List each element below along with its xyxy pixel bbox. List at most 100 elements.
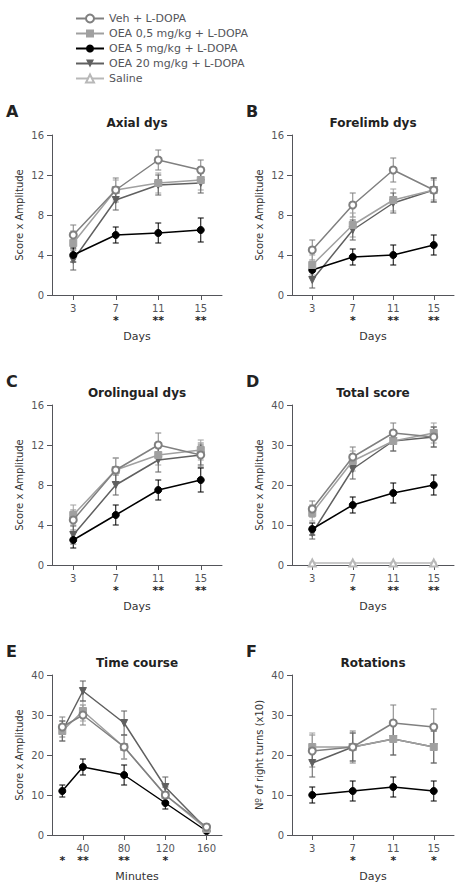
svg-text:7: 7: [350, 303, 356, 314]
svg-text:7: 7: [350, 843, 356, 854]
svg-text:*: *: [113, 584, 119, 597]
svg-text:F: F: [246, 642, 257, 661]
svg-text:Orolingual dys: Orolingual dys: [88, 386, 186, 400]
svg-text:40: 40: [271, 670, 284, 681]
svg-text:*: *: [350, 584, 356, 597]
svg-text:Minutes: Minutes: [115, 870, 159, 883]
svg-text:10: 10: [271, 520, 284, 531]
svg-text:7: 7: [113, 303, 119, 314]
svg-text:D: D: [246, 372, 259, 391]
svg-text:Time course: Time course: [96, 656, 178, 670]
svg-text:12: 12: [31, 170, 44, 181]
svg-text:7: 7: [113, 573, 119, 584]
svg-text:**: **: [195, 314, 207, 327]
svg-text:20: 20: [31, 750, 44, 761]
svg-text:20: 20: [271, 750, 284, 761]
svg-text:OEA 5 mg/kg + L-DOPA: OEA 5 mg/kg + L-DOPA: [109, 42, 238, 55]
svg-text:0: 0: [278, 560, 284, 571]
svg-text:**: **: [428, 584, 440, 597]
svg-text:Forelimb dys: Forelimb dys: [329, 116, 416, 130]
svg-text:16: 16: [31, 130, 44, 141]
svg-text:Score x Amplitude: Score x Amplitude: [254, 169, 265, 261]
svg-text:3: 3: [70, 573, 76, 584]
svg-text:30: 30: [271, 440, 284, 451]
svg-text:Score x Amplitude: Score x Amplitude: [254, 439, 265, 531]
svg-text:C: C: [6, 372, 18, 391]
svg-text:16: 16: [31, 400, 44, 411]
svg-text:*: *: [350, 854, 356, 867]
svg-text:Saline: Saline: [109, 72, 143, 85]
svg-text:3: 3: [309, 843, 315, 854]
svg-text:15: 15: [427, 303, 440, 314]
svg-text:OEA 20 mg/kg + L-DOPA: OEA 20 mg/kg + L-DOPA: [109, 57, 245, 70]
svg-text:E: E: [6, 642, 17, 661]
svg-text:0: 0: [38, 830, 44, 841]
svg-text:Total score: Total score: [336, 386, 410, 400]
svg-text:3: 3: [70, 303, 76, 314]
svg-text:Nº of right turns (x10): Nº of right turns (x10): [254, 700, 265, 810]
svg-text:Days: Days: [123, 330, 151, 343]
svg-text:8: 8: [38, 480, 44, 491]
svg-text:*: *: [162, 854, 168, 867]
svg-text:80: 80: [118, 843, 131, 854]
svg-text:0: 0: [38, 290, 44, 301]
svg-text:30: 30: [271, 710, 284, 721]
svg-text:15: 15: [194, 303, 207, 314]
svg-text:Score x Amplitude: Score x Amplitude: [14, 169, 25, 261]
svg-text:Score x Amplitude: Score x Amplitude: [14, 709, 25, 801]
svg-text:Veh + L-DOPA: Veh + L-DOPA: [109, 12, 187, 25]
svg-text:3: 3: [309, 573, 315, 584]
svg-text:11: 11: [387, 573, 400, 584]
svg-text:40: 40: [31, 670, 44, 681]
svg-text:120: 120: [156, 843, 175, 854]
svg-text:0: 0: [278, 290, 284, 301]
svg-text:OEA 0,5 mg/kg + L-DOPA: OEA 0,5 mg/kg + L-DOPA: [109, 27, 249, 40]
svg-text:8: 8: [38, 210, 44, 221]
svg-text:40: 40: [271, 400, 284, 411]
svg-text:16: 16: [271, 130, 284, 141]
svg-text:3: 3: [309, 303, 315, 314]
svg-text:**: **: [152, 584, 164, 597]
svg-text:10: 10: [271, 790, 284, 801]
svg-text:11: 11: [387, 303, 400, 314]
svg-text:A: A: [6, 102, 19, 121]
svg-text:**: **: [195, 584, 207, 597]
svg-text:Days: Days: [359, 330, 387, 343]
svg-text:**: **: [387, 314, 399, 327]
svg-text:15: 15: [427, 843, 440, 854]
svg-text:40: 40: [77, 843, 90, 854]
svg-text:B: B: [246, 102, 258, 121]
svg-text:30: 30: [31, 710, 44, 721]
svg-text:**: **: [152, 314, 164, 327]
svg-text:**: **: [77, 854, 89, 867]
svg-text:11: 11: [387, 843, 400, 854]
svg-text:**: **: [118, 854, 130, 867]
svg-text:*: *: [390, 854, 396, 867]
svg-text:**: **: [428, 314, 440, 327]
svg-text:*: *: [350, 314, 356, 327]
svg-text:0: 0: [38, 560, 44, 571]
svg-text:8: 8: [278, 210, 284, 221]
svg-text:Rotations: Rotations: [340, 656, 405, 670]
svg-text:Axial dys: Axial dys: [106, 116, 167, 130]
svg-text:Days: Days: [359, 600, 387, 613]
svg-text:Days: Days: [359, 870, 387, 883]
svg-text:15: 15: [427, 573, 440, 584]
svg-text:20: 20: [271, 480, 284, 491]
svg-text:15: 15: [194, 573, 207, 584]
svg-text:4: 4: [38, 250, 44, 261]
svg-text:4: 4: [278, 250, 284, 261]
svg-text:**: **: [387, 584, 399, 597]
svg-text:4: 4: [38, 520, 44, 531]
svg-text:12: 12: [271, 170, 284, 181]
svg-text:0: 0: [278, 830, 284, 841]
svg-text:Score x Amplitude: Score x Amplitude: [14, 439, 25, 531]
svg-text:12: 12: [31, 440, 44, 451]
svg-text:10: 10: [31, 790, 44, 801]
svg-text:*: *: [113, 314, 119, 327]
svg-text:*: *: [59, 854, 65, 867]
svg-text:160: 160: [197, 843, 216, 854]
svg-text:*: *: [431, 854, 437, 867]
svg-text:11: 11: [152, 573, 165, 584]
svg-text:7: 7: [350, 573, 356, 584]
